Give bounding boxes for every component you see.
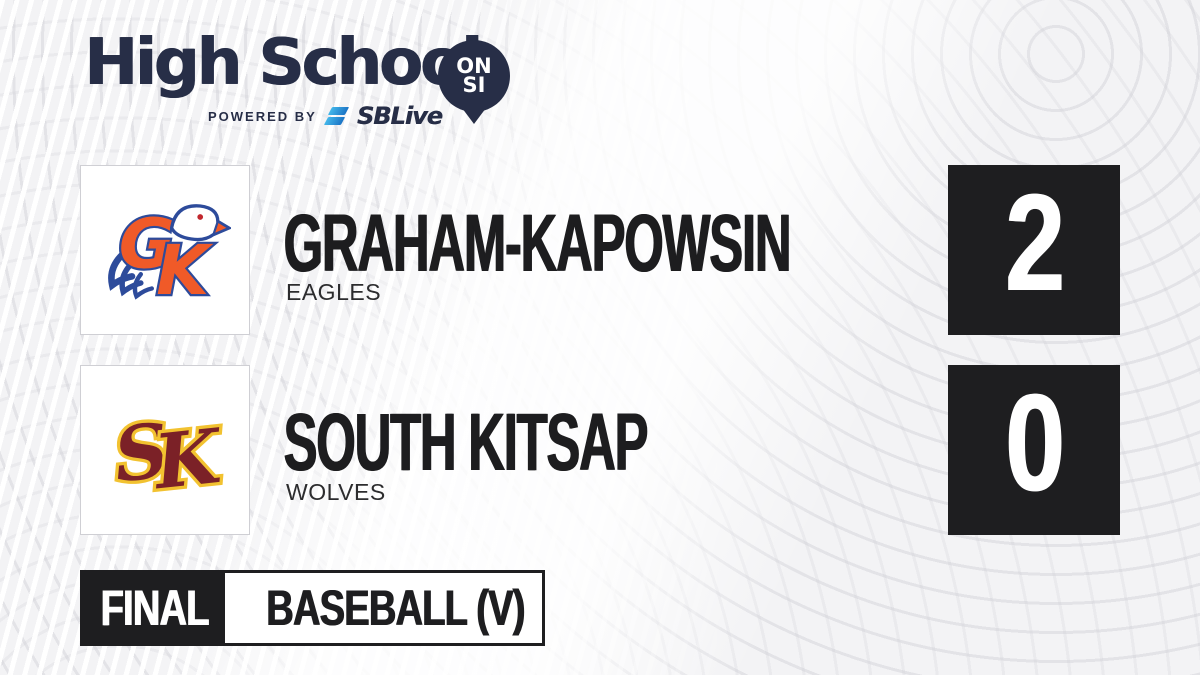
team2-score: 0	[1004, 366, 1064, 520]
brand-title: High School	[84, 26, 483, 100]
south-kitsap-logo: S K	[107, 403, 231, 510]
sk-letter-s: S	[110, 406, 173, 499]
pin-line1: ON	[456, 53, 492, 78]
gk-letter-g: G	[119, 206, 175, 285]
team2-mascot: WOLVES	[286, 479, 386, 505]
team1-logo-box: G K	[80, 165, 250, 335]
powered-by-row: POWERED BY SBLive	[208, 101, 443, 131]
status-cell: FINAL	[83, 573, 225, 643]
team1-name: GRAHAM-KAPOWSIN	[283, 198, 791, 289]
pin-circle: ON SI	[438, 40, 510, 112]
team2-name: SOUTH KITSAP	[283, 397, 648, 488]
team1-score-box: 2	[948, 165, 1120, 335]
eagle-wing	[108, 246, 154, 300]
gk-letter-k: K	[156, 232, 214, 311]
eagle-head	[169, 204, 231, 242]
game-status-banner: FINAL BASEBALL (V)	[80, 570, 545, 646]
team1-mascot: EAGLES	[286, 279, 382, 305]
status-label: FINAL	[99, 580, 209, 636]
sport-cell: BASEBALL (V)	[225, 573, 565, 643]
pin-line2: SI	[462, 73, 486, 97]
team1-score: 2	[1004, 166, 1064, 320]
sblive-icon	[323, 105, 349, 127]
graham-kapowsin-logo: G K	[108, 203, 231, 313]
pin-tip	[459, 104, 489, 124]
sblive-wordmark: SBLive	[356, 102, 443, 130]
sport-label: BASEBALL (V)	[265, 580, 525, 636]
location-pin-icon: ON SI	[437, 40, 511, 124]
sk-letter-k: K	[148, 412, 227, 507]
team2-logo-box: S K	[80, 365, 250, 535]
powered-by-label: POWERED BY	[208, 108, 317, 124]
team2-score-box: 0	[948, 365, 1120, 535]
